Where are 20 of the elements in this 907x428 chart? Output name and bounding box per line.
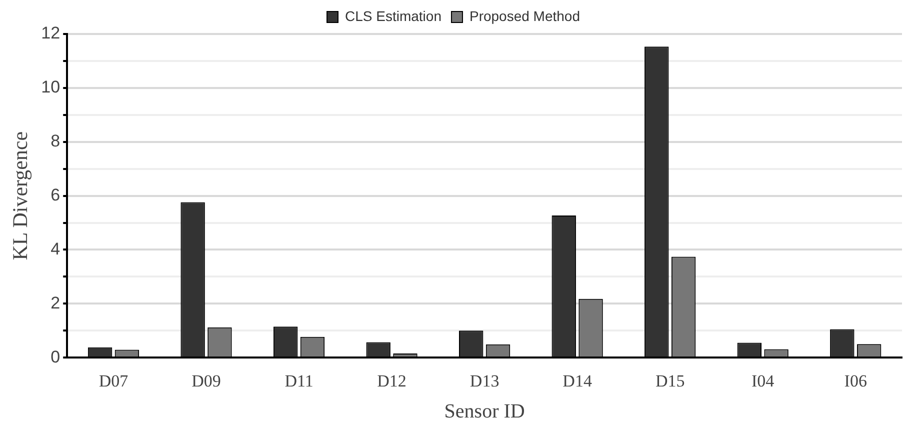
y-tick-label: 6 [50,185,60,204]
y-tick-label: 10 [41,78,60,97]
x-axis-title: Sensor ID [444,400,525,422]
y-tick-label: 2 [50,293,60,312]
y-axis-title: KL Divergence [8,131,32,260]
y-tick-label: 0 [50,347,60,366]
y-tick-label: 8 [50,132,60,151]
x-tick-label: D09 [192,371,221,390]
x-tick-label: I06 [844,371,867,390]
legend-label: CLS Estimation [345,8,442,24]
x-tick-label: D14 [562,371,592,390]
y-tick-label: 12 [41,24,60,43]
legend-label: Proposed Method [469,8,580,24]
x-tick-label: I04 [752,371,775,390]
x-tick-label: D13 [470,371,500,390]
y-tick-label: 4 [50,239,60,258]
x-tick-label: D11 [284,371,314,390]
x-tick-label: D07 [98,371,129,390]
x-tick-label: D15 [655,371,685,390]
x-tick-label: D12 [377,371,406,390]
